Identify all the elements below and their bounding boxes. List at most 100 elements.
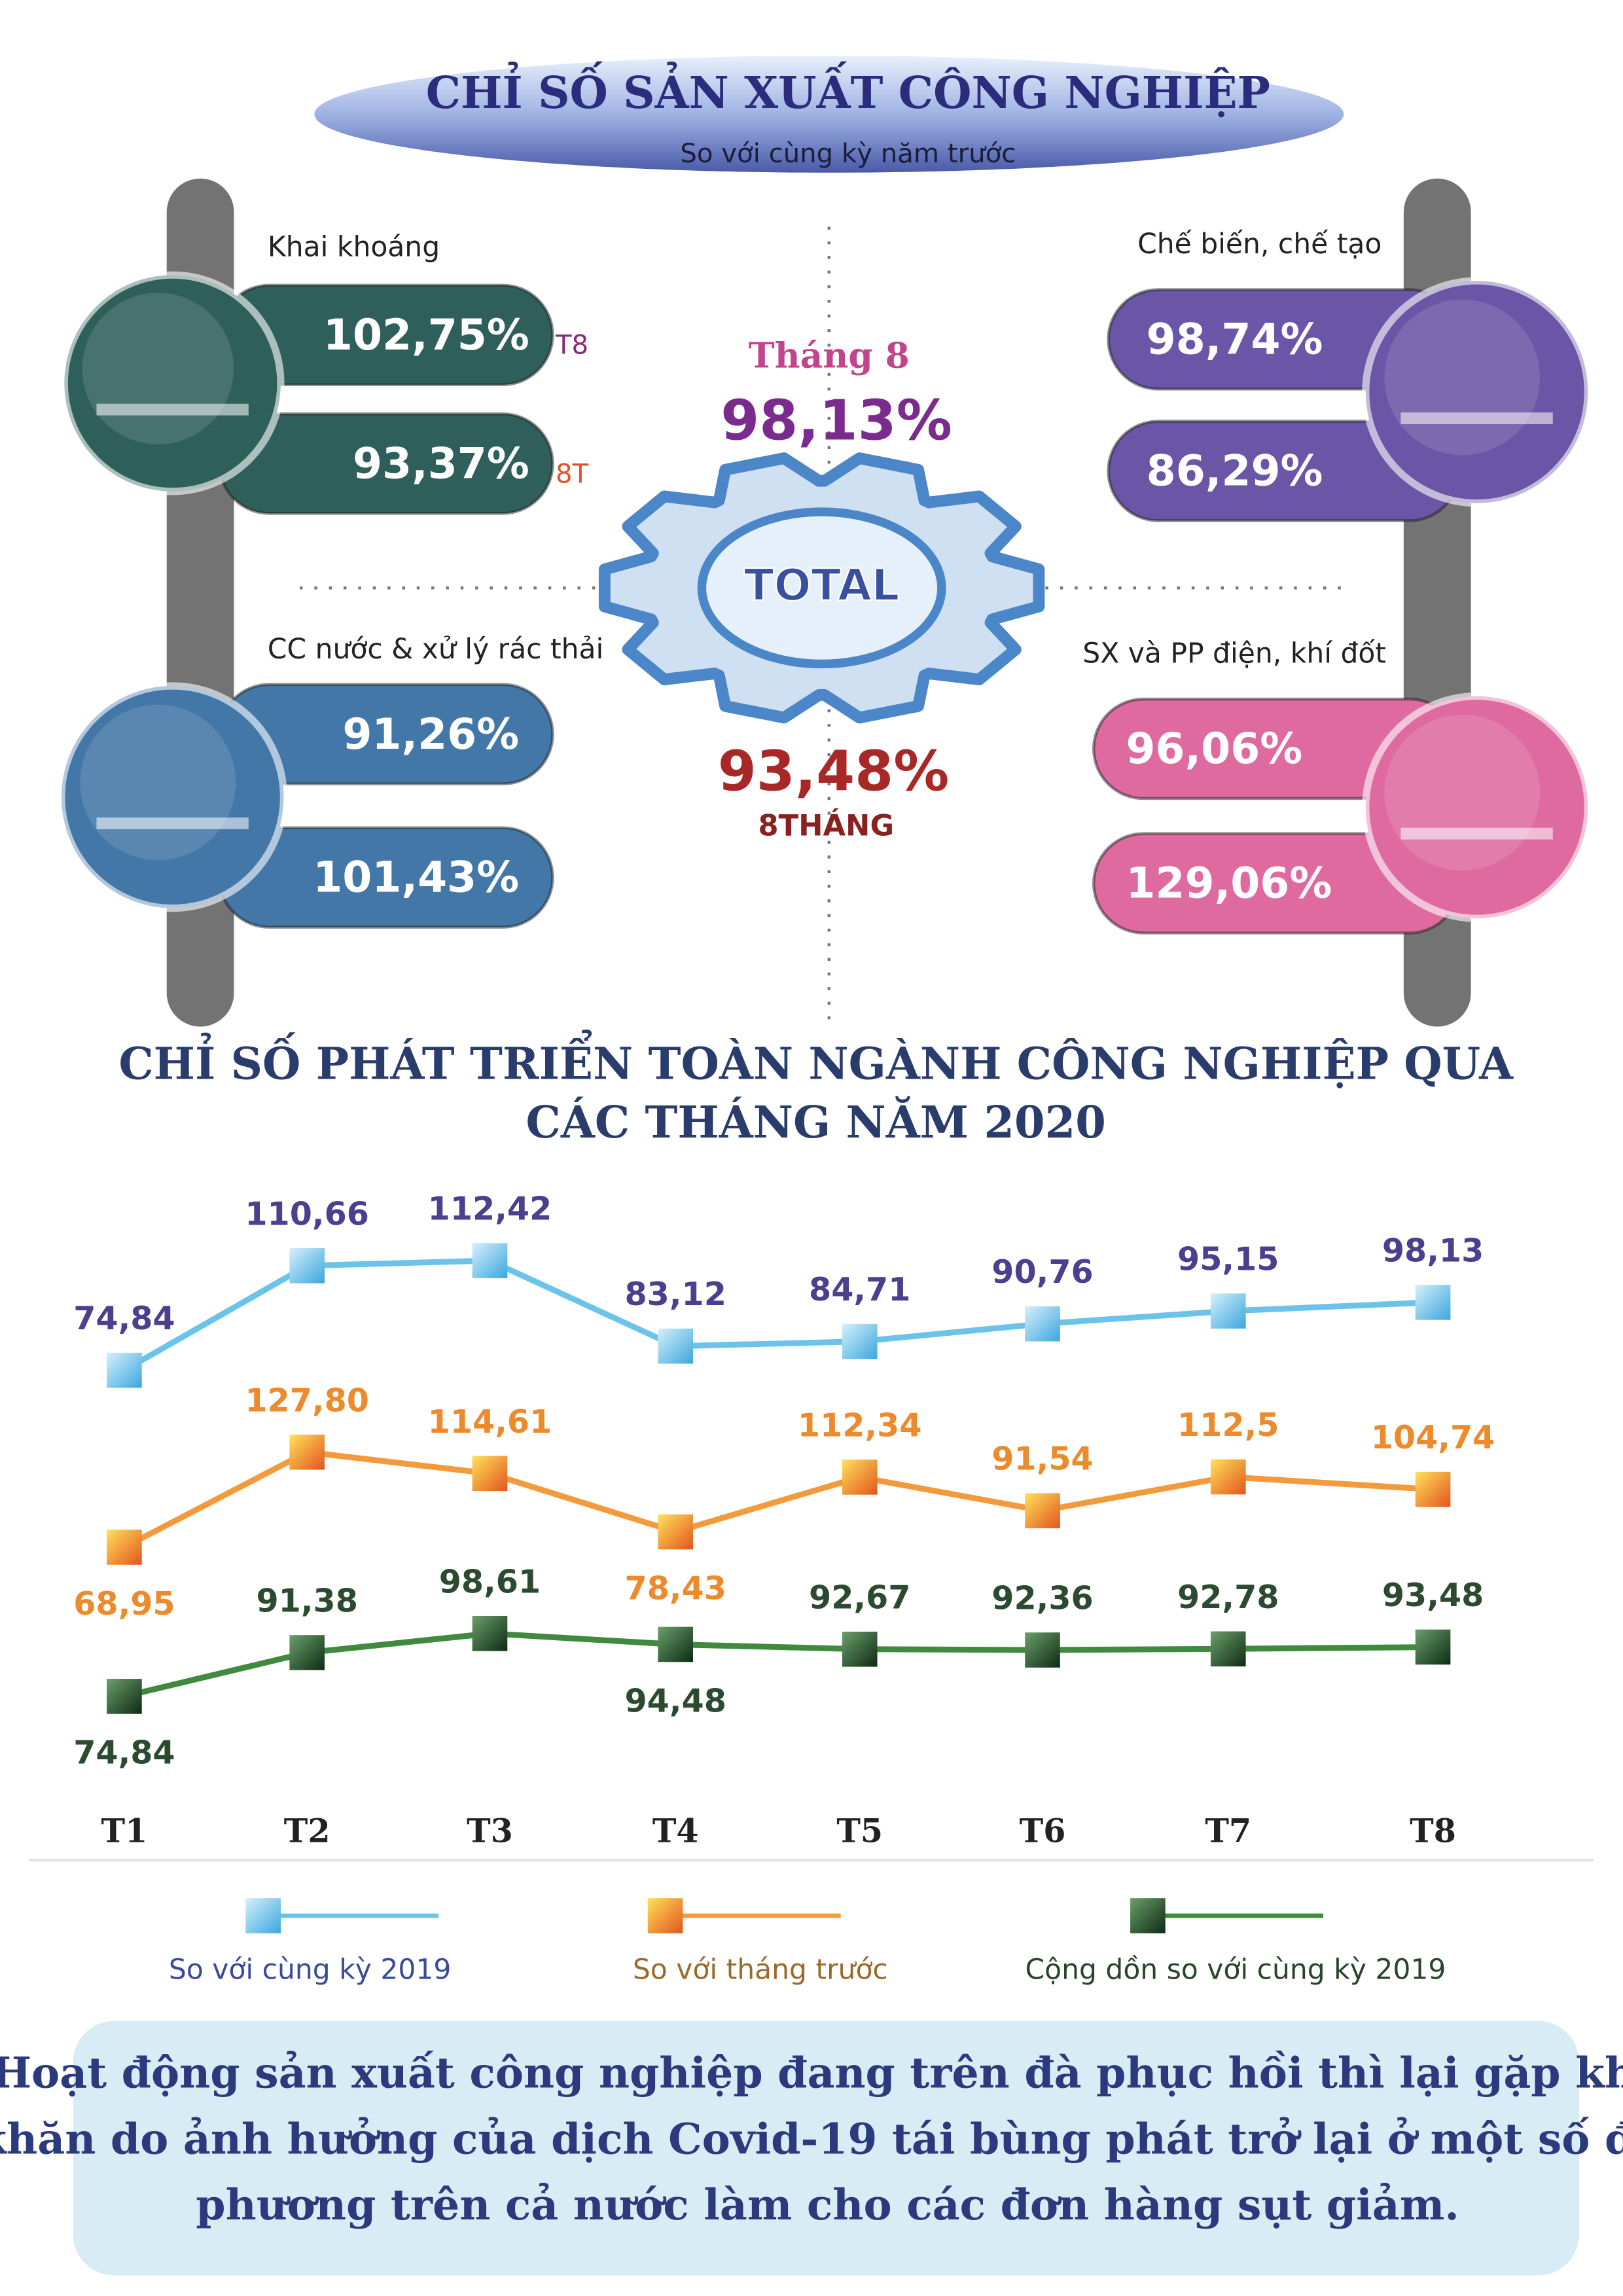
point-marker — [472, 1456, 508, 1492]
data-label: 83,12 — [624, 1275, 726, 1313]
sector-icon-ground — [96, 817, 249, 829]
legend-marker — [647, 1898, 683, 1933]
total-cumulative-label: 8THÁNG — [758, 808, 895, 843]
total-block: Tháng 8 98,13% TOTAL 93,48% 8THÁNG — [598, 335, 1045, 843]
data-label: 114,61 — [428, 1403, 552, 1441]
x-tick-label: T6 — [1020, 1812, 1066, 1850]
sector-icon-ground — [1400, 412, 1553, 425]
data-label: 98,61 — [439, 1562, 541, 1600]
summary-line: khăn do ảnh hưởng của dịch Covid-19 tái … — [0, 2114, 1623, 2164]
title: CHỈ SỐ SẢN XUẤT CÔNG NGHIỆP — [426, 62, 1270, 118]
sector-icon — [60, 271, 285, 495]
data-label: 93,48 — [1382, 1576, 1484, 1614]
x-tick-label: T1 — [101, 1812, 148, 1850]
subtitle: So với cùng kỳ năm trước — [680, 139, 1016, 169]
sector-value: 93,37% — [353, 439, 529, 488]
data-label: 74,84 — [73, 1734, 175, 1772]
point-marker — [472, 1243, 508, 1278]
point-marker — [1415, 1471, 1451, 1507]
sector-value: 98,74% — [1147, 315, 1323, 365]
sector-icon — [1362, 277, 1592, 507]
legend-label: So với cùng kỳ 2019 — [169, 1954, 451, 1986]
sector-icon-glow — [1384, 299, 1541, 456]
sector-icon-ground — [1400, 827, 1553, 840]
data-label: 90,76 — [991, 1253, 1093, 1291]
point-marker — [1210, 1459, 1246, 1495]
point-marker — [1025, 1632, 1060, 1668]
summary-line: phương trên cả nước làm cho các đơn hàng… — [196, 2180, 1459, 2230]
point-marker — [1415, 1629, 1451, 1665]
chart-title: CHỈ SỐ PHÁT TRIỂN TOÀN NGÀNH CÔNG NGHIỆP… — [118, 1030, 1514, 1090]
summary-box — [73, 2020, 1579, 2276]
x-tick-label: T5 — [836, 1812, 883, 1850]
data-label: 110,66 — [245, 1194, 369, 1232]
data-label: 94,48 — [624, 1681, 726, 1719]
value-tag: 8T — [556, 459, 589, 489]
point-marker — [1025, 1493, 1060, 1529]
data-label: 127,80 — [245, 1381, 369, 1419]
point-marker — [1210, 1293, 1246, 1329]
legend-label: Cộng dồn so với cùng kỳ 2019 — [1025, 1954, 1446, 1986]
legend-marker — [245, 1898, 281, 1933]
sector-icon — [1362, 692, 1592, 922]
sector-name: Chế biến, chế tạo — [1137, 228, 1382, 260]
sector-value: 102,75% — [323, 311, 529, 360]
data-label: 92,67 — [809, 1578, 910, 1616]
point-marker — [1025, 1306, 1060, 1342]
data-label: 68,95 — [73, 1585, 175, 1623]
data-label: 98,13 — [1382, 1231, 1484, 1269]
x-tick-label: T3 — [467, 1812, 513, 1850]
data-label: 95,15 — [1177, 1240, 1279, 1278]
point-marker — [289, 1248, 325, 1283]
sector-value: 101,43% — [313, 853, 519, 903]
x-tick-label: T8 — [1410, 1812, 1456, 1850]
sector-value: 86,29% — [1147, 447, 1323, 496]
series-line — [122, 1257, 1433, 1373]
sector-name: SX và PP điện, khí đốt — [1082, 638, 1386, 670]
sector-name: CC nước & xử lý rác thải — [268, 634, 603, 666]
data-label: 112,5 — [1177, 1406, 1279, 1444]
point-marker — [107, 1679, 142, 1714]
point-marker — [107, 1352, 142, 1388]
point-marker — [472, 1615, 508, 1651]
sector-icon — [58, 682, 288, 912]
point-marker — [1415, 1284, 1451, 1320]
x-tick-label: T2 — [284, 1812, 330, 1850]
sector-icon-glow — [1384, 715, 1541, 870]
data-label: 92,36 — [991, 1579, 1093, 1617]
total-month-label: Tháng 8 — [749, 335, 910, 376]
total-month: 98,13% — [721, 388, 952, 453]
total-badge: TOTAL — [744, 560, 900, 611]
title-banner — [314, 56, 1344, 173]
data-label: 91,54 — [991, 1440, 1093, 1478]
gear-hub — [697, 507, 946, 669]
sector-icon-glow — [82, 293, 234, 444]
point-marker — [658, 1626, 694, 1662]
sector-icon-ground — [96, 403, 249, 416]
data-label: 91,38 — [256, 1582, 357, 1620]
sector-value: 129,06% — [1126, 859, 1332, 908]
data-label: 112,34 — [798, 1406, 922, 1444]
sector-name: Khai khoáng — [268, 231, 440, 263]
point-marker — [658, 1514, 694, 1550]
legend-label: So với tháng trước — [633, 1954, 888, 1986]
point-marker — [289, 1434, 325, 1470]
sector-value: 91,26% — [342, 710, 519, 759]
point-marker — [289, 1635, 325, 1670]
value-tag: T8 — [555, 331, 588, 361]
point-marker — [842, 1631, 878, 1667]
data-label: 92,78 — [1177, 1578, 1279, 1616]
point-marker — [658, 1328, 694, 1364]
sector-icon-glow — [80, 704, 236, 861]
series-line — [122, 1449, 1433, 1550]
data-label: 112,42 — [428, 1190, 552, 1228]
data-label: 74,84 — [73, 1299, 175, 1337]
point-marker — [107, 1530, 142, 1565]
sector-value: 96,06% — [1126, 725, 1302, 774]
total-cumulative: 93,48% — [718, 740, 950, 804]
data-label: 78,43 — [624, 1569, 726, 1607]
point-marker — [842, 1460, 878, 1495]
point-marker — [1210, 1631, 1246, 1667]
